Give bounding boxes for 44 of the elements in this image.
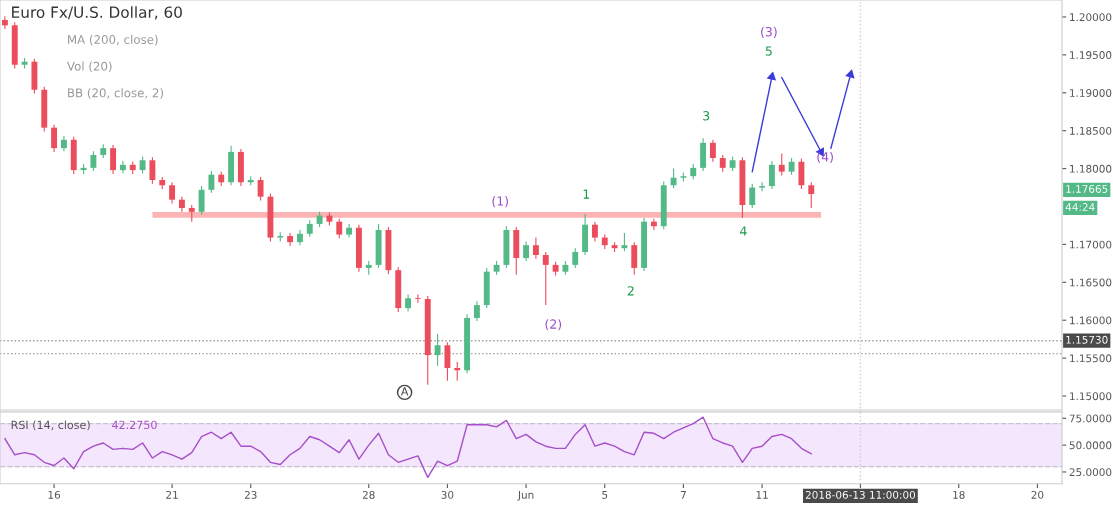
annotation: 2 [627,286,634,296]
y-tick-label: 1.18000 [1070,164,1112,173]
ref-line-label: 1.15730 [1066,335,1108,344]
y-tick-label: 1.16500 [1070,278,1112,287]
annotation: (1) [492,196,508,208]
annotation: 3 [703,111,710,121]
chart-title: Euro Fx/U.S. Dollar, 60 [12,6,182,20]
x-tick-label: 16 [48,490,61,499]
annotation: (4) [817,151,833,164]
y-tick-label: 1.20000 [1070,13,1112,22]
text: 44:24 [1065,203,1095,211]
y-tick-label: 1.19000 [1070,89,1112,97]
text: 1.17665 [1066,185,1108,193]
y-tick-label: 1.15500 [1070,354,1112,363]
annotation: 5 [765,46,772,56]
y-tick-label: 1.15000 [1070,392,1112,401]
annotation: Vol (20) [67,61,112,73]
annotation: (2) [545,319,562,331]
y-tick-label: 25.0000 [1069,468,1112,477]
x-tick-label: 5 [602,491,608,499]
x-tick-label: 7 [680,491,686,499]
x-tick-label: 2018-06-13 11:00:00 [805,490,916,499]
annotation: 4 [740,226,747,236]
x-tick-label: 21 [166,490,178,499]
x-tick-label: Jun [517,491,534,501]
annotation: 42.2750 [112,420,157,430]
text: RSI (14, close) [11,420,90,431]
annotation: A [400,387,409,396]
y-tick-label: 50.0000 [1069,441,1112,450]
x-tick-label: 23 [244,490,257,499]
y-tick-label: 75.0000 [1069,414,1112,423]
y-tick-label: 1.19500 [1070,51,1112,59]
x-tick-label: 30 [441,490,454,499]
annotation: 1 [583,189,590,199]
y-tick-label: 1.18500 [1070,126,1112,135]
annotation: (3) [761,26,777,38]
x-tick-label: 11 [756,491,768,499]
x-tick-label: 18 [953,490,965,499]
annotation: MA (200, close) [68,34,158,46]
x-tick-label: 20 [1031,490,1044,499]
y-tick-label: 1.16000 [1070,316,1112,325]
y-tick-label: 1.17000 [1070,240,1112,249]
annotation: BB (20, close, 2) [68,88,164,99]
x-tick-label: 28 [362,490,375,499]
